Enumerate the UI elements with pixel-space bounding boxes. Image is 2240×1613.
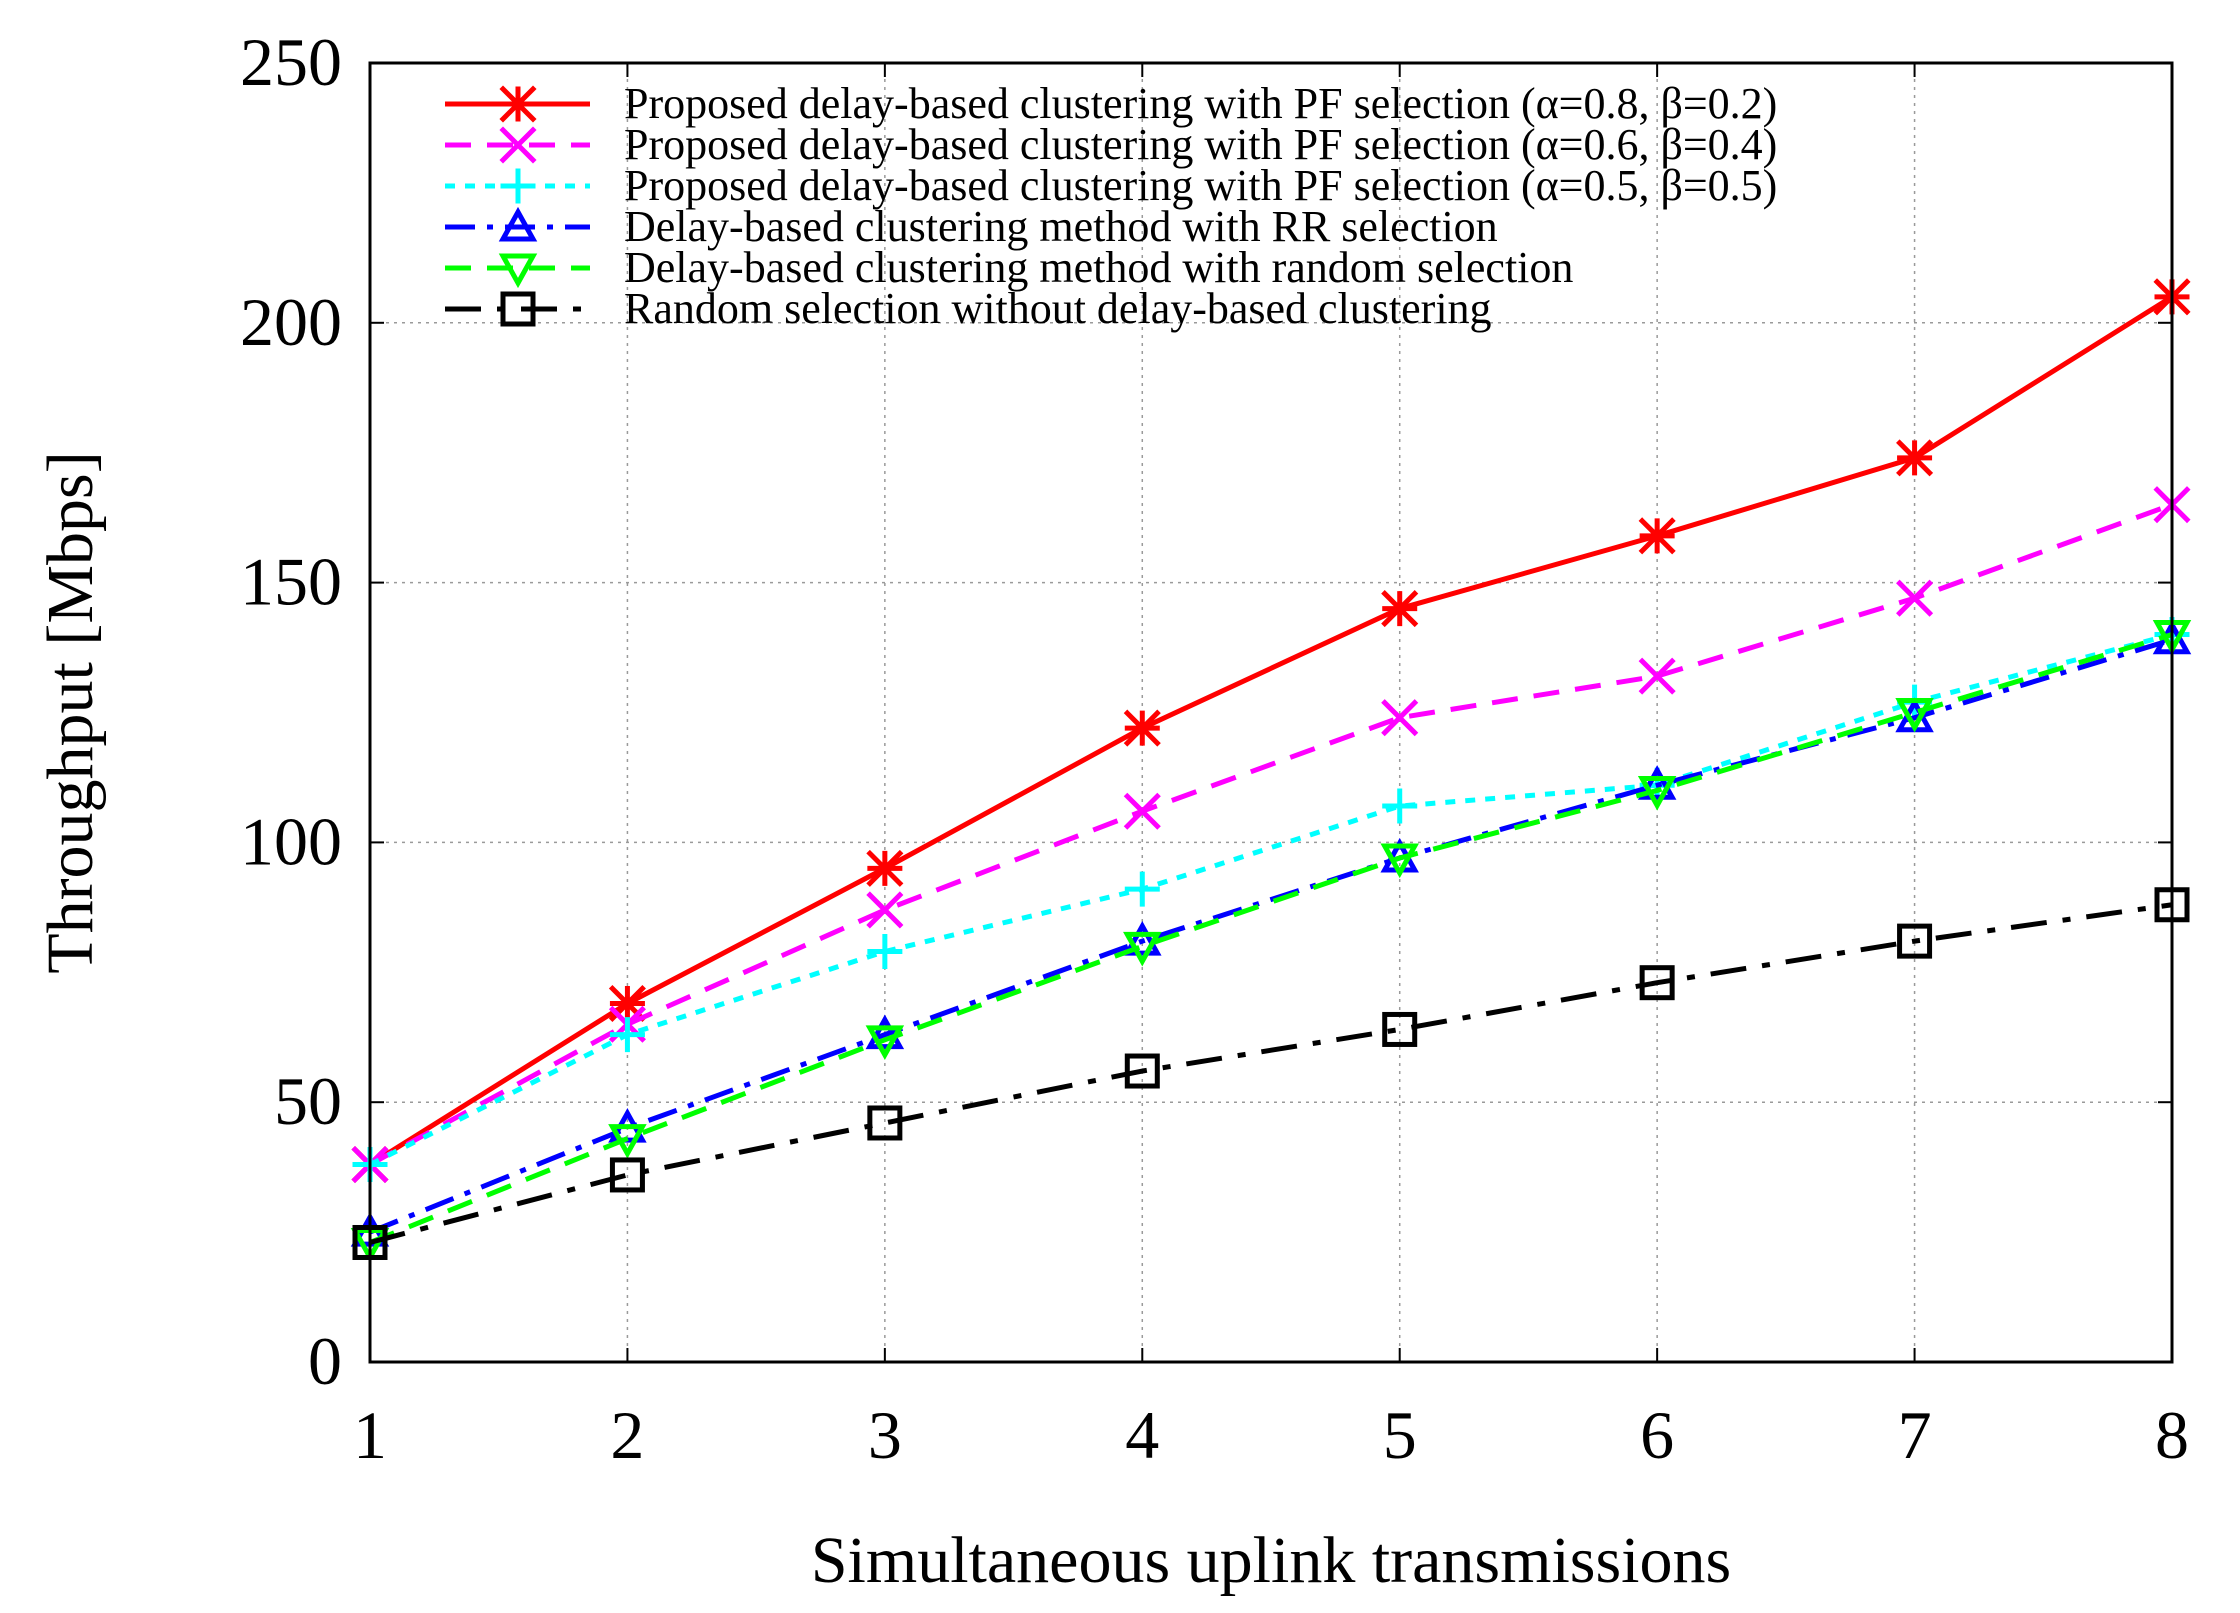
legend-label: Delay-based clustering method with rando… [624, 243, 1573, 292]
data-point-marker [867, 934, 903, 970]
y-tick-label: 150 [240, 544, 342, 620]
data-point-marker [1638, 517, 1676, 555]
series-line [369, 637, 2173, 1235]
series-2 [351, 486, 2191, 1184]
legend-marker [499, 85, 537, 123]
data-point-marker [1897, 923, 1933, 959]
x-tick-label: 2 [610, 1397, 644, 1473]
data-point-marker [1123, 931, 1162, 967]
legend: Proposed delay-based clustering with PF … [445, 79, 1777, 333]
x-tick-label: 1 [353, 1397, 387, 1473]
y-tick-label: 250 [240, 24, 342, 100]
data-point-marker [1124, 1053, 1160, 1089]
legend-label: Random selection without delay-based clu… [624, 284, 1492, 333]
legend-marker [500, 168, 536, 204]
legend-marker [500, 291, 536, 327]
data-point-marker [1639, 965, 1675, 1001]
series-line [368, 294, 2174, 1167]
data-point-marker [866, 849, 904, 887]
x-axis-title: Simultaneous uplink transmissions [811, 1524, 1731, 1597]
data-point-marker [1381, 590, 1419, 628]
data-point-marker [609, 1157, 645, 1193]
series-5 [350, 620, 2192, 1263]
legend-item: Delay-based clustering method with RR se… [445, 202, 1498, 251]
data-point-marker [1637, 765, 1677, 800]
x-tick-label: 4 [1125, 1397, 1159, 1473]
series-line [368, 502, 2173, 1167]
legend-marker [498, 206, 538, 242]
data-point-marker [1895, 698, 1934, 733]
x-tick-label: 8 [2155, 1397, 2189, 1473]
data-point-marker [608, 1124, 647, 1159]
series-6 [352, 887, 2190, 1260]
y-tick-label: 50 [274, 1063, 342, 1139]
data-point-marker [867, 1105, 903, 1141]
data-point-marker [1381, 699, 1419, 737]
legend-label: Proposed delay-based clustering with PF … [624, 79, 1777, 128]
x-tick-label: 6 [1640, 1397, 1674, 1473]
y-axis-title: Throughput [Mbps] [34, 451, 107, 973]
data-point-marker [1637, 775, 1677, 811]
data-point-marker [865, 1014, 905, 1050]
series-line [369, 902, 2173, 1245]
x-tick-label: 5 [1383, 1397, 1417, 1473]
x-tick-label: 3 [868, 1397, 902, 1473]
data-point-marker [866, 891, 904, 929]
data-point-marker [1896, 439, 1934, 477]
data-point-marker [1123, 792, 1161, 830]
data-point-marker [1123, 920, 1162, 956]
legend-label: Proposed delay-based clustering with PF … [624, 120, 1777, 169]
legend-item: Proposed delay-based clustering with PF … [445, 120, 1777, 169]
legend-marker [498, 253, 538, 289]
legend-item: Delay-based clustering method with rando… [445, 243, 1573, 292]
data-point-marker [608, 984, 646, 1023]
legend-item: Proposed delay-based clustering with PF … [445, 161, 1777, 210]
x-tick-label: 7 [1898, 1397, 1932, 1473]
y-tick-label: 0 [308, 1323, 342, 1399]
data-point-marker [1124, 871, 1160, 907]
series-layer [350, 278, 2192, 1263]
legend-item: Proposed delay-based clustering with PF … [445, 79, 1777, 128]
data-point-marker [1638, 657, 1676, 695]
legend-label: Proposed delay-based clustering with PF … [624, 161, 1777, 210]
axis-ticks: 1 2 3 4 5 6 7 8 0 50 100 150 200 250 [240, 24, 2189, 1473]
y-tick-label: 100 [240, 803, 342, 879]
data-point-marker [865, 1025, 905, 1060]
y-tick-label: 200 [240, 284, 342, 360]
data-point-marker [1123, 709, 1161, 747]
data-point-marker [1380, 843, 1419, 879]
data-point-marker [1382, 1011, 1418, 1047]
legend-marker [499, 126, 537, 164]
data-point-marker [1382, 788, 1418, 824]
plot-frame [368, 61, 2174, 1364]
legend-label: Delay-based clustering method with RR se… [624, 202, 1498, 251]
data-point-marker [1896, 579, 1934, 617]
data-point-marker [609, 1017, 645, 1053]
legend-item: Random selection without delay-based clu… [445, 284, 1492, 333]
